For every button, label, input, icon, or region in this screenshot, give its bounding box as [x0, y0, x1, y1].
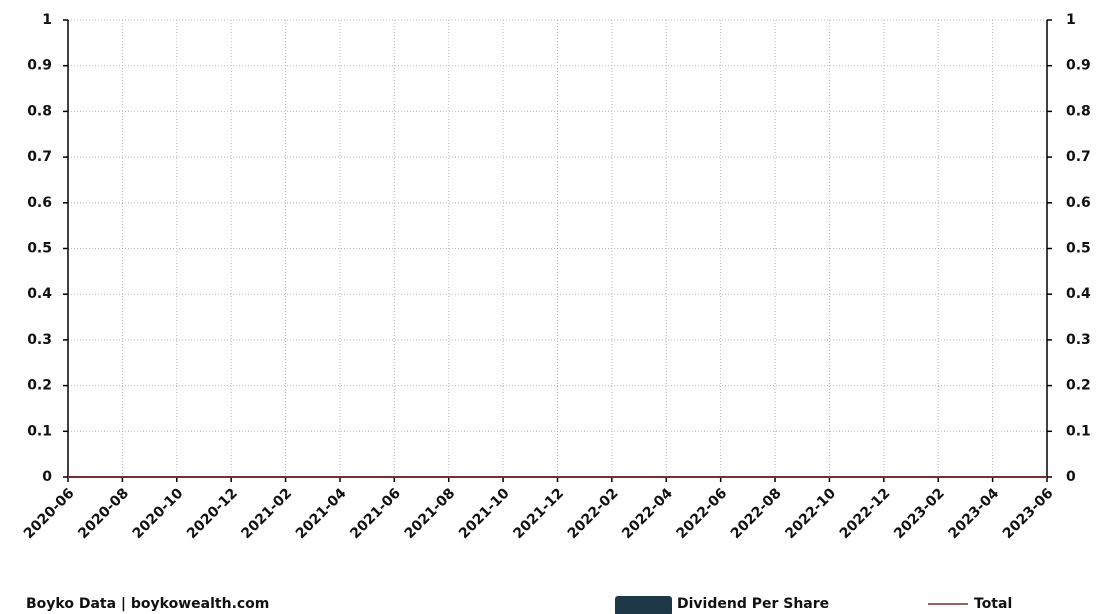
y-tick-label: 0.9 — [27, 58, 52, 74]
x-tick-label: 2021-02 — [238, 485, 295, 542]
y2-tick-label: 0.9 — [1066, 58, 1091, 74]
y-tick-label: 0.2 — [27, 378, 52, 394]
y-tick-label: 0.4 — [27, 286, 52, 302]
x-tick-label: 2021-04 — [293, 485, 350, 542]
y-tick-label: 0.8 — [27, 103, 52, 119]
x-tick-label: 2022-02 — [565, 485, 622, 542]
x-tick-label: 2022-10 — [782, 485, 839, 542]
x-tick-label: 2021-12 — [510, 485, 567, 542]
x-tick-label: 2021-08 — [402, 485, 459, 542]
x-tick-label: 2023-02 — [891, 485, 948, 542]
y-tick-label: 0.6 — [27, 195, 52, 211]
y2-tick-label: 0.4 — [1066, 286, 1091, 302]
y2-tick-label: 0.2 — [1066, 378, 1091, 394]
y-tick-label: 0.3 — [27, 332, 52, 348]
y-tick-label: 0 — [42, 469, 52, 485]
legend-label: Total — [974, 596, 1012, 612]
y2-tick-label: 0.6 — [1066, 195, 1091, 211]
y2-tick-label: 0.8 — [1066, 103, 1091, 119]
x-tick-label: 2020-06 — [21, 485, 78, 542]
x-tick-label: 2022-04 — [619, 485, 676, 542]
x-tick-label: 2020-08 — [75, 485, 132, 542]
y2-tick-label: 0.1 — [1066, 423, 1091, 439]
y2-tick-label: 0.5 — [1066, 241, 1091, 257]
y2-tick-label: 0.3 — [1066, 332, 1091, 348]
x-tick-label: 2023-06 — [1000, 485, 1057, 542]
x-tick-label: 2021-06 — [347, 485, 404, 542]
y2-tick-label: 1 — [1066, 12, 1076, 28]
x-tick-label: 2020-12 — [184, 485, 241, 542]
y-tick-label: 1 — [42, 12, 52, 28]
x-tick-label: 2022-12 — [837, 485, 894, 542]
legend-swatch — [615, 596, 672, 614]
source: Boyko Data | boykowealth.com — [26, 596, 269, 612]
y-tick-label: 0.1 — [27, 423, 52, 439]
x-tick-label: 2020-10 — [130, 485, 187, 542]
y2-tick-label: 0.7 — [1066, 149, 1091, 165]
x-tick-label: 2021-10 — [456, 485, 513, 542]
y-tick-label: 0.5 — [27, 241, 52, 257]
x-tick-label: 2023-04 — [946, 485, 1003, 542]
x-tick-label: 2022-06 — [674, 485, 731, 542]
legend-label: Dividend Per Share — [677, 596, 829, 612]
x-tick-label: 2022-08 — [728, 485, 785, 542]
y2-tick-label: 0 — [1066, 469, 1076, 485]
y-tick-label: 0.7 — [27, 149, 52, 165]
